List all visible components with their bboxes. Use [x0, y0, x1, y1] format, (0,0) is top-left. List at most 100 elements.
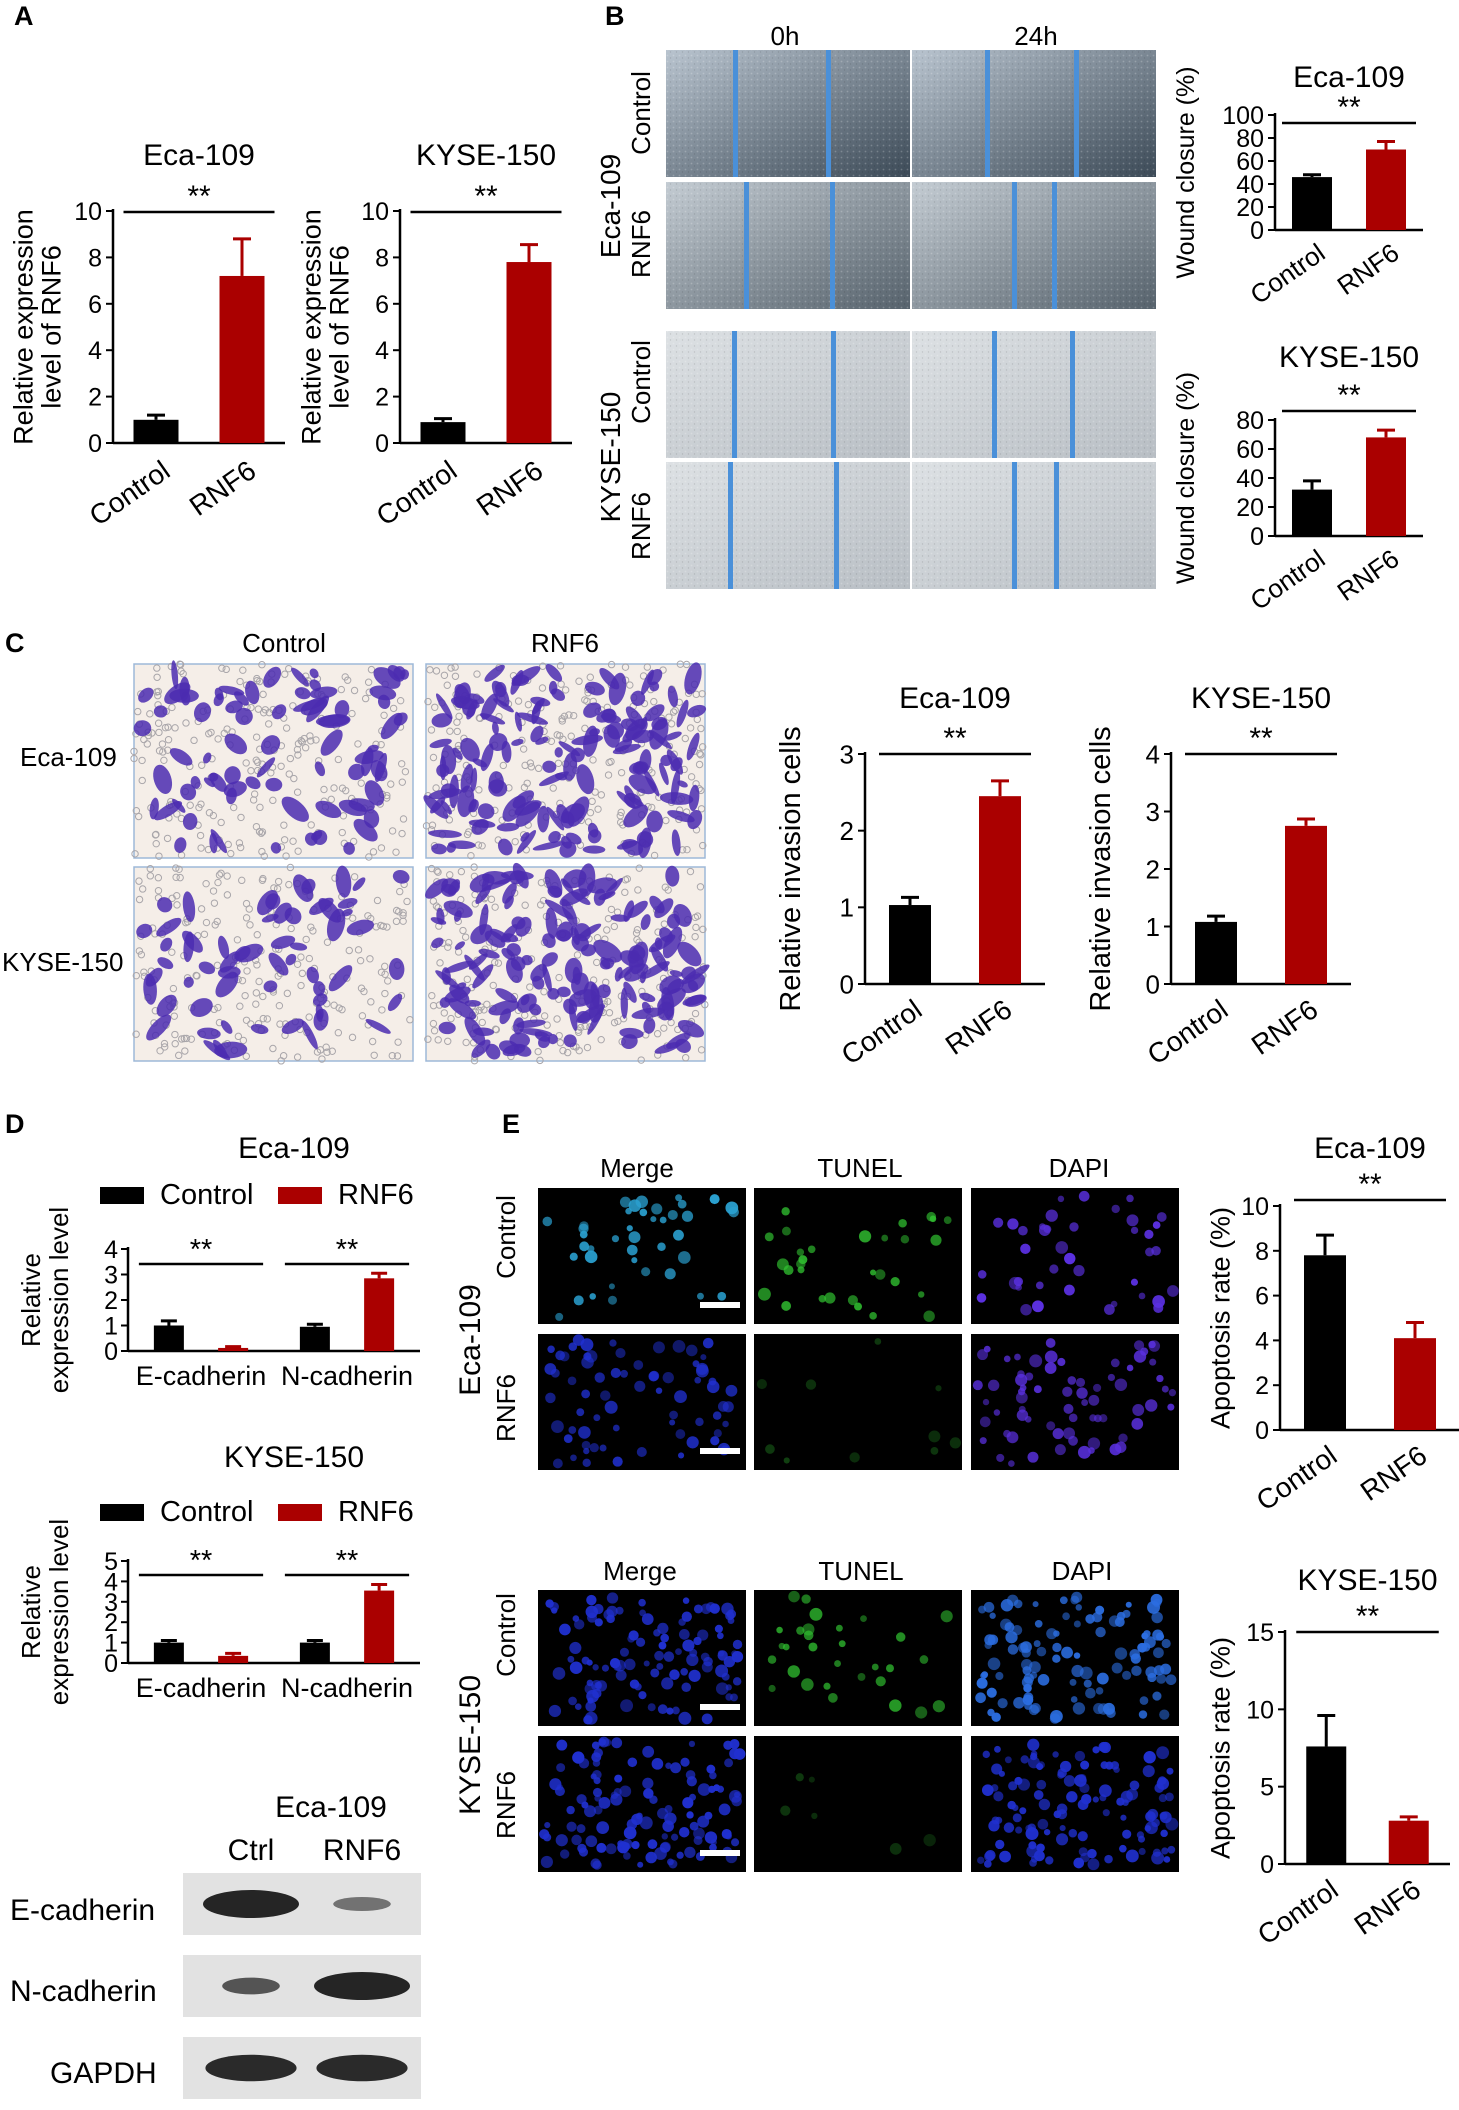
invasion-img-kyse150-control-cell — [183, 976, 194, 988]
invasion-img-kyse150-control-pore — [381, 962, 389, 971]
tunel-img-kyse150-control-merge-nucleus — [594, 1681, 602, 1689]
tunel-img-eca109-control-dapi-nucleus — [1111, 1204, 1120, 1214]
invasion-img-eca109-rnf6 — [422, 660, 707, 860]
invasion-img-eca109-control-pore — [338, 828, 346, 837]
invasion-img-kyse150-rnf6-pore — [660, 1024, 668, 1032]
invasion-img-eca109-control-pore — [354, 740, 362, 748]
chart-d-kyse150-bar-n-cadherin-rnf6 — [364, 1590, 395, 1663]
tunel-img-kyse150-control-dapi-nucleus — [1052, 1654, 1061, 1663]
invasion-img-eca109-rnf6-pore — [669, 708, 678, 716]
tunel-img-kyse150-rnf6-merge-nucleus — [659, 1842, 671, 1853]
invasion-img-eca109-control-cell — [343, 842, 355, 855]
chart-e-eca109-ytick-label-8: 8 — [1255, 1238, 1269, 1266]
invasion-img-kyse150-control-pore — [360, 987, 368, 996]
tunel-img-kyse150-rnf6-dapi-nucleus — [1098, 1741, 1109, 1753]
tunel-img-kyse150-rnf6-merge-nucleus — [635, 1812, 643, 1820]
invasion-img-kyse150-rnf6-cell — [440, 883, 457, 897]
invasion-img-kyse150-control-pore — [286, 863, 295, 872]
invasion-img-kyse150-rnf6-cell — [448, 998, 476, 1020]
invasion-img-eca109-rnf6-pore — [554, 759, 563, 767]
invasion-img-kyse150-rnf6-pore — [436, 959, 444, 967]
invasion-img-eca109-rnf6-cell — [607, 721, 625, 740]
tunel-img-kyse150-rnf6-merge-nucleus — [598, 1797, 611, 1809]
invasion-img-kyse150-control-pore — [182, 1034, 191, 1043]
tunel-img-eca109-control-tunel-nucleus — [874, 1269, 886, 1280]
invasion-img-eca109-control-pore — [197, 844, 205, 852]
tunel-img-kyse150-rnf6-dapi-nucleus — [1027, 1738, 1040, 1751]
wound-img-kyse150-rnf6-0h — [666, 462, 910, 589]
invasion-img-kyse150-control-pore — [399, 917, 407, 925]
scale-bar-eca109-rnf6 — [700, 1448, 740, 1454]
tunel-img-kyse150-rnf6-dapi-nucleus — [1166, 1767, 1174, 1775]
tunel-img-eca109-rnf6-dapi-nucleus — [1140, 1347, 1149, 1356]
tunel-img-kyse150-control-dapi-nucleus — [1028, 1661, 1041, 1674]
tunel-img-kyse150-rnf6-dapi-nucleus — [1052, 1751, 1059, 1758]
invasion-img-eca109-control-pore — [153, 688, 161, 696]
tunel-group-label-eca109: Eca-109 — [454, 1284, 487, 1396]
tunel-img-eca109-control-merge-nucleus — [659, 1216, 667, 1224]
wound-group-label-kyse150: KYSE-150 — [595, 392, 626, 523]
invasion-img-eca109-rnf6-pore — [682, 660, 691, 669]
invasion-img-eca109-rnf6-pore — [534, 764, 543, 773]
invasion-img-kyse150-rnf6-cell — [478, 948, 500, 959]
tunel-img-kyse150-rnf6-dapi-nucleus — [1138, 1835, 1146, 1843]
invasion-img-kyse150-control-pore — [263, 1015, 271, 1023]
tunel-img-eca109-rnf6-dapi-nucleus — [993, 1409, 1001, 1416]
invasion-img-eca109-control-pore — [222, 665, 230, 674]
tunel-img-eca109-rnf6-dapi-nucleus — [1025, 1372, 1034, 1381]
tunel-img-kyse150-control-dapi-nucleus — [1130, 1653, 1141, 1664]
invasion-img-eca109-rnf6-cell — [644, 704, 665, 722]
invasion-img-kyse150-control-pore — [384, 977, 392, 985]
tunel-img-kyse150-control-dapi-nucleus — [1122, 1609, 1131, 1618]
invasion-img-eca109-rnf6-cell — [492, 721, 499, 735]
tunel-img-eca109-control-merge-nucleus — [725, 1201, 739, 1215]
invasion-img-kyse150-rnf6-cell — [443, 900, 473, 918]
invasion-img-eca109-rnf6-cell — [677, 780, 688, 788]
invasion-img-eca109-control-cell — [294, 687, 311, 700]
wound-img-eca109-control-0h — [666, 50, 910, 177]
chart-d-eca109-bar-n-cadherin-control — [299, 1326, 330, 1351]
chart-b-eca109-ylabel-line-0: Wound closure (%) — [1172, 66, 1200, 278]
tunel-img-kyse150-control-dapi-nucleus — [1095, 1687, 1104, 1695]
tunel-img-eca109-rnf6-merge-nucleus — [568, 1426, 577, 1434]
tunel-img-kyse150-rnf6-merge-nucleus — [540, 1855, 553, 1869]
tunel-col-label-merge-bottom: Merge — [603, 1556, 677, 1586]
chart-d-kyse150-ytick-label-4: 4 — [104, 1568, 118, 1596]
blot-band-2-1 — [316, 2054, 408, 2082]
tunel-img-eca109-control-merge-nucleus — [589, 1293, 596, 1300]
tunel-img-kyse150-control-merge-nucleus — [715, 1664, 729, 1678]
invasion-img-eca109-control-pore — [154, 719, 163, 727]
invasion-img-kyse150-control-cell — [250, 1023, 269, 1034]
tunel-img-kyse150-rnf6-merge-nucleus — [686, 1776, 697, 1787]
tunel-img-kyse150-rnf6-dapi-nucleus — [1056, 1833, 1069, 1846]
invasion-img-eca109-control-pore — [277, 762, 285, 770]
tunel-img-eca109-control-tunel-nucleus — [870, 1269, 877, 1276]
tunel-img-kyse150-rnf6-dapi-nucleus — [1025, 1824, 1033, 1832]
invasion-img-eca109-control-cell — [224, 766, 241, 785]
tunel-img-eca109-control-dapi-nucleus — [1069, 1222, 1079, 1232]
tunel-img-kyse150-control-dapi-nucleus — [995, 1671, 1004, 1681]
invasion-img-kyse150-control-cell — [335, 865, 352, 898]
invasion-img-eca109-rnf6-pore — [687, 773, 696, 781]
tunel-img-eca109-rnf6-dapi-nucleus — [1088, 1394, 1100, 1406]
tunel-img-kyse150-rnf6-merge-nucleus — [723, 1740, 733, 1750]
tunel-img-eca109-control-dapi-nucleus — [1073, 1265, 1085, 1277]
tunel-img-kyse150-rnf6-dapi-nucleus — [988, 1820, 1000, 1832]
invasion-img-eca109-control-pore — [301, 744, 310, 752]
tunel-img-eca109-rnf6-merge-nucleus — [675, 1429, 686, 1439]
tunel-img-kyse150-control-tunel-nucleus — [835, 1624, 843, 1632]
chart-c-eca109-title: Eca-109 — [899, 682, 1011, 715]
tunel-img-eca109-rnf6-dapi-nucleus — [1087, 1437, 1101, 1450]
tunel-img-eca109-control-merge-nucleus — [569, 1252, 578, 1261]
tunel-img-eca109-control-merge-nucleus — [611, 1235, 620, 1243]
invasion-img-kyse150-control-pore — [213, 917, 221, 926]
tunel-img-eca109-rnf6-tunel — [754, 1334, 962, 1470]
invasion-img-eca109-rnf6-cell — [496, 822, 520, 832]
tunel-img-kyse150-control-dapi-nucleus — [1151, 1611, 1163, 1624]
invasion-img-eca109-control-pore — [260, 709, 268, 717]
invasion-img-eca109-control-cell — [225, 700, 243, 714]
tunel-img-kyse150-control-dapi-nucleus — [1079, 1666, 1093, 1680]
